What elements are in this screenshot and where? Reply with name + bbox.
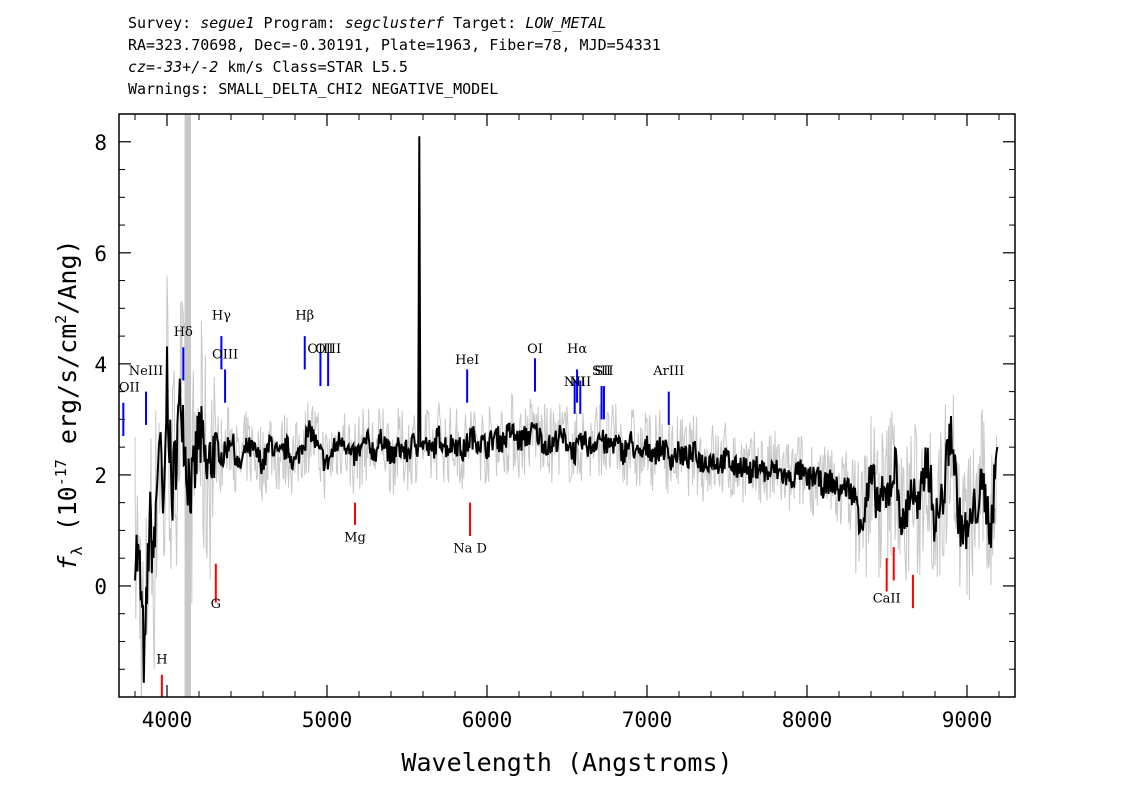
y-axis-title: fλ (10-17 erg/s/cm2/Ang) <box>52 239 86 570</box>
absorption-line-label: G <box>211 597 221 612</box>
program-value: segclusterf <box>344 14 445 32</box>
x-tick-label: 7000 <box>622 708 673 732</box>
axis-ticks: 4000 5000 6000 7000 8000 9000 0 2 4 6 8 <box>94 114 1015 732</box>
target-value: LOW_METAL <box>525 14 607 32</box>
x-tick-label: 8000 <box>782 708 833 732</box>
x-tick-label: 4000 <box>142 708 193 732</box>
emission-line-label: HeI <box>455 353 479 368</box>
redshift-value: cz=-33+/-2 <box>128 58 219 76</box>
plot-frame <box>118 113 1016 698</box>
emission-line-label: NeIII <box>129 364 163 379</box>
y-tick-label: 0 <box>94 575 107 599</box>
emission-line-label: Hγ <box>212 308 231 323</box>
absorption-line-label: H <box>156 653 167 668</box>
x-axis-title: Wavelength (Angstroms) <box>401 748 732 777</box>
emission-line-label: SII <box>592 364 611 379</box>
absorption-line-label: Mg <box>344 531 366 546</box>
survey-value: segue1 <box>200 14 255 32</box>
emission-line-label: SII <box>594 364 613 379</box>
x-tick-label: 6000 <box>462 708 513 732</box>
header-coordinates-line: RA=323.70698, Dec=-0.30191, Plate=1963, … <box>128 36 661 54</box>
y-tick-label: 8 <box>94 131 107 155</box>
emission-line-label: OII <box>119 381 140 396</box>
emission-line-label: Hα <box>567 342 587 357</box>
survey-label: Survey: <box>128 14 201 32</box>
x-tick-label: 5000 <box>302 708 353 732</box>
y-tick-label: 2 <box>94 464 107 488</box>
emission-line-label: OI <box>527 342 543 357</box>
y-axis-title-text: fλ (10-17 erg/s/cm2/Ang) <box>52 239 86 570</box>
emission-line-label: OIII <box>212 347 238 362</box>
header-survey-line: Survey: segue1 Program: segclusterf Targ… <box>128 12 661 34</box>
spectral-line-markers: OIINeIIIHδHγOIIIHβOIIIOIIIHeIOINIIHαNIIS… <box>119 308 914 697</box>
header-warnings-line: Warnings: SMALL_DELTA_CHI2 NEGATIVE_MODE… <box>128 80 499 98</box>
flux-series-line <box>134 136 999 683</box>
emission-line-label: Hδ <box>174 325 193 340</box>
emission-line-label: ArIII <box>652 364 684 379</box>
emission-line-label: OIII <box>315 342 341 357</box>
x-tick-label: 9000 <box>942 708 993 732</box>
y-tick-label: 6 <box>94 242 107 266</box>
emission-line-label: NII <box>569 375 591 390</box>
class-text: km/s Class=STAR L5.5 <box>218 58 408 76</box>
plot-area <box>134 114 999 697</box>
header-redshift-line: cz=-33+/-2 km/s Class=STAR L5.5 <box>128 56 661 78</box>
absorption-line-label: CaII <box>873 592 901 607</box>
y-tick-label: 4 <box>94 353 107 377</box>
target-label: Target: <box>444 14 526 32</box>
noise-band-line <box>134 136 998 697</box>
emission-line-label: Hβ <box>295 308 314 323</box>
emission-line-label: OIII <box>307 342 333 357</box>
absorption-line-label: Na D <box>453 542 487 557</box>
program-label: Program: <box>254 14 345 32</box>
spectrum-header: Survey: segue1 Program: segclusterf Targ… <box>128 12 661 100</box>
